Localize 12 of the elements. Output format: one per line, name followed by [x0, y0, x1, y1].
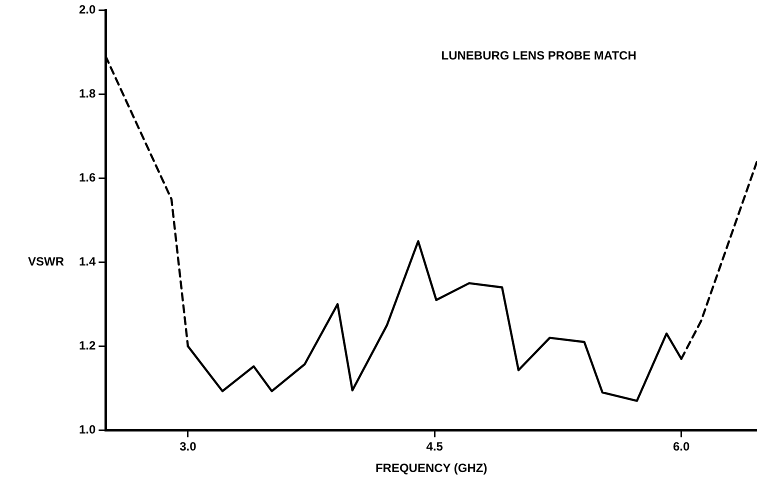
x-tick-label: 4.5: [426, 440, 444, 454]
y-tick-label: 1.4: [78, 254, 96, 269]
y-tick-label: 1.8: [78, 86, 96, 101]
y-axis-title: VSWR: [28, 254, 64, 269]
x-axis-title: FREQUENCY (GHZ): [375, 461, 488, 476]
y-tick-label: 1.0: [78, 422, 96, 437]
text: LUNEBURG LENS PROBE MATCH: [441, 48, 636, 63]
y-tick-label: 1.2: [78, 338, 96, 353]
x-tick-label: 3.0: [180, 440, 197, 454]
y-tick-label: 2.0: [78, 2, 96, 17]
x-tick-label: 6.0: [673, 440, 690, 454]
y-tick-label: 1.6: [78, 170, 96, 185]
